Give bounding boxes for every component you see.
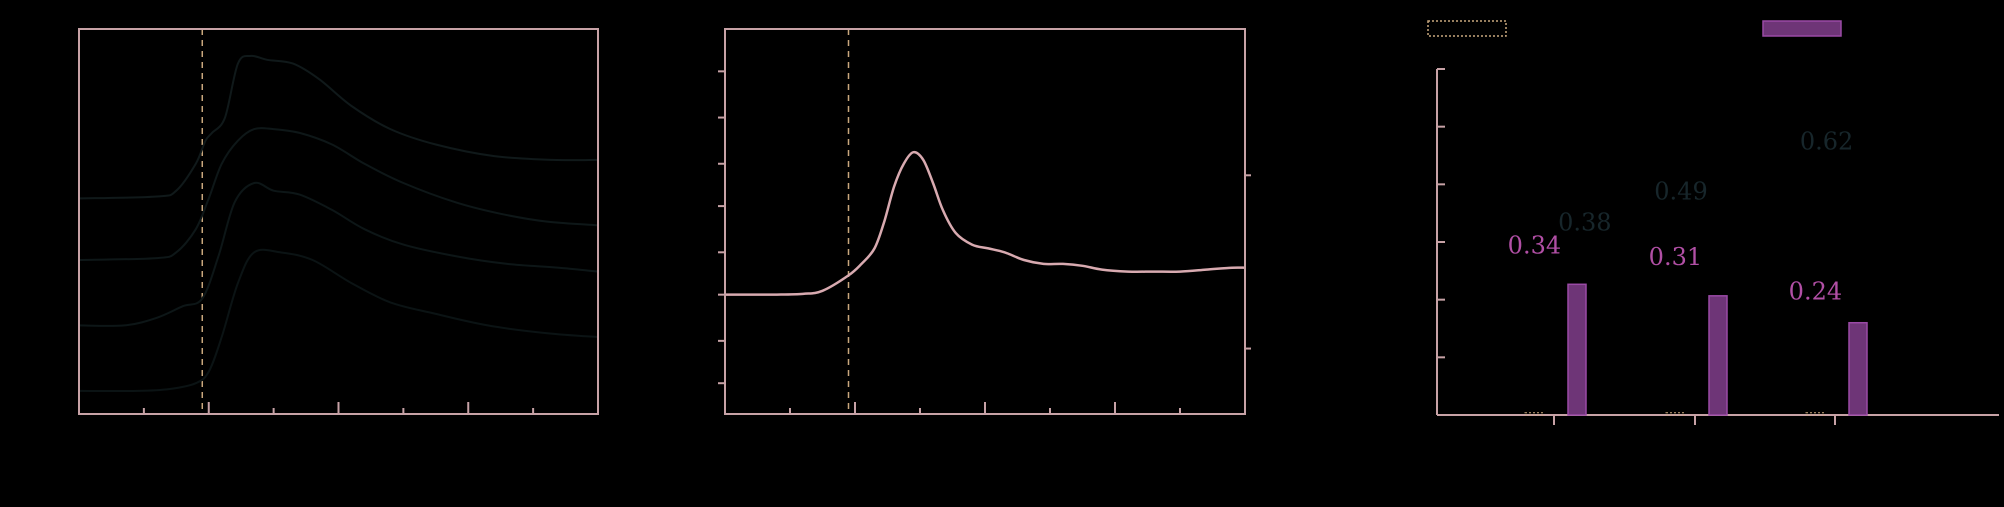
legend-swatch-filled	[1762, 20, 1842, 37]
panel-a-axes-frame	[78, 28, 599, 415]
bar-filled-0	[1567, 283, 1587, 416]
panel-b-series-line-0	[725, 150, 1246, 296]
bar-filled-2	[1848, 321, 1868, 416]
bar-value-label-0: 0.34	[1508, 232, 1561, 260]
panel-a-series-line-2	[78, 181, 599, 327]
panel-a-series-line-1	[78, 127, 599, 261]
panel-b-axes-frame	[724, 28, 1246, 415]
bar-value-label-3: 0.49	[1654, 178, 1707, 206]
bar-value-label-1: 0.38	[1558, 208, 1611, 236]
legend-swatch-hollow	[1427, 20, 1507, 37]
bar-hollow-2	[1805, 412, 1825, 416]
bar-value-label-5: 0.62	[1800, 128, 1853, 156]
panel-b-series-layer	[725, 150, 1246, 296]
bar-filled-1	[1708, 295, 1728, 416]
panel-a-spectra	[78, 28, 599, 415]
bar-value-label-2: 0.31	[1649, 243, 1702, 271]
bar-value-label-4: 0.24	[1789, 278, 1842, 306]
panel-c-bar-layer	[1524, 283, 1868, 416]
panel-a-series-layer	[78, 54, 599, 393]
panel-a-series-line-3	[78, 248, 599, 393]
bar-hollow-1	[1665, 412, 1685, 416]
panel-c-value-label-layer: 0.340.38 0.31 0.49 0.24 0.62	[1508, 128, 1854, 306]
panel-c-bar-chart: 0.340.38 0.31 0.49 0.24 0.62	[1427, 20, 1999, 425]
panel-c-y-tick-layer	[1437, 68, 1836, 425]
panel-a-series-line-0	[78, 54, 599, 200]
bar-hollow-0	[1524, 412, 1544, 416]
panel-b-spectrum	[718, 28, 1251, 415]
